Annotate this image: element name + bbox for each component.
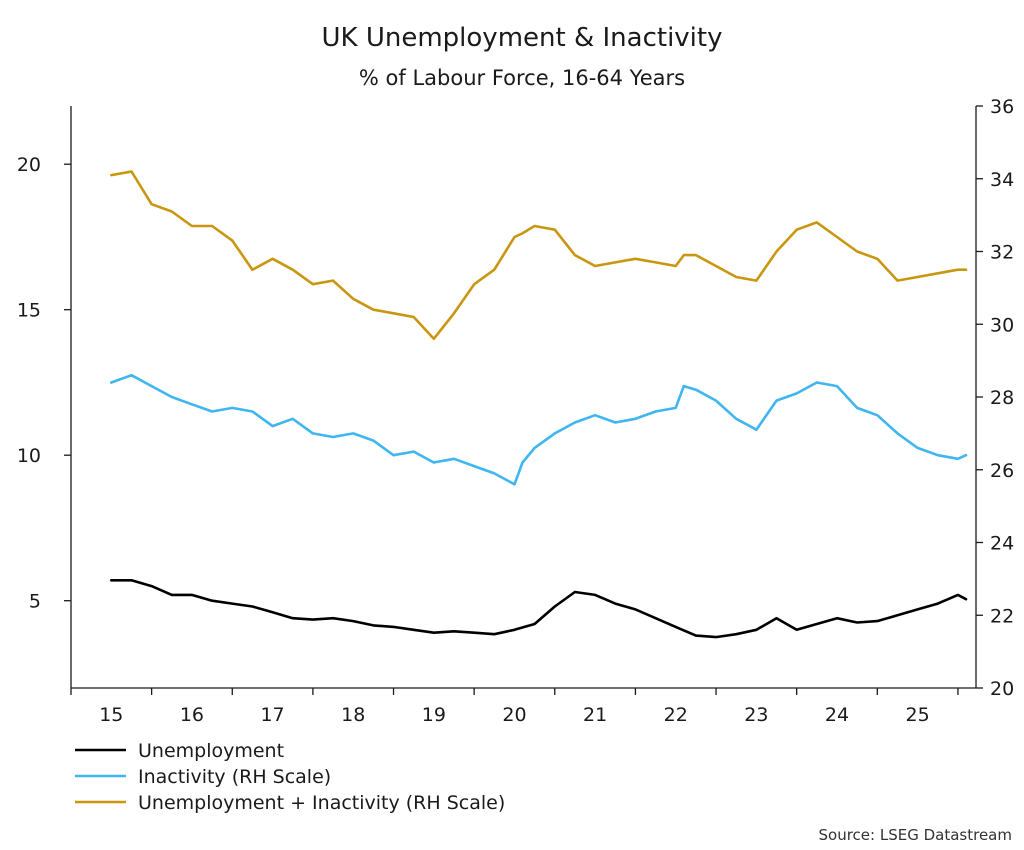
right-tick-label: 34 xyxy=(990,169,1014,191)
x-tick-group: 15 16 17 18 19 20 21 22 23 24 25 xyxy=(70,688,959,726)
legend-label-combined: Unemployment + Inactivity (RH Scale) xyxy=(138,792,505,814)
x-tick-label: 19 xyxy=(422,704,446,726)
right-tick-label: 22 xyxy=(990,605,1014,627)
x-tick-label: 22 xyxy=(664,704,688,726)
x-tick-label: 25 xyxy=(906,704,930,726)
left-tick-label: 20 xyxy=(17,154,41,176)
x-tick-label: 18 xyxy=(341,704,365,726)
left-tick-label: 10 xyxy=(17,445,41,467)
x-tick-label: 24 xyxy=(825,704,849,726)
legend-label-unemployment: Unemployment xyxy=(138,740,284,762)
left-tick-group: 5 10 15 20 xyxy=(17,154,71,613)
x-tick-label: 20 xyxy=(502,704,526,726)
series-line-combined xyxy=(110,170,968,341)
source-note: Source: LSEG Datastream xyxy=(819,826,1012,844)
right-tick-label: 26 xyxy=(990,460,1014,482)
x-tick-label: 17 xyxy=(260,704,284,726)
left-tick-label: 15 xyxy=(17,300,41,322)
x-tick-label: 23 xyxy=(744,704,768,726)
right-tick-label: 36 xyxy=(990,96,1014,118)
legend: Unemployment Inactivity (RH Scale) Unemp… xyxy=(75,740,505,814)
right-tick-label: 24 xyxy=(990,533,1014,555)
series-line-inactivity xyxy=(110,373,968,486)
chart-title: UK Unemployment & Inactivity xyxy=(322,23,723,53)
right-tick-label: 20 xyxy=(990,678,1014,700)
x-tick-label: 16 xyxy=(180,704,204,726)
right-tick-label: 28 xyxy=(990,387,1014,409)
right-tick-group: 20 22 24 26 28 30 32 34 36 xyxy=(976,96,1014,700)
series-layer xyxy=(110,170,968,639)
left-tick-label: 5 xyxy=(29,591,41,613)
x-tick-label: 15 xyxy=(99,704,123,726)
chart-subtitle: % of Labour Force, 16-64 Years xyxy=(359,66,685,90)
series-line-unemployment xyxy=(110,578,968,639)
right-tick-label: 30 xyxy=(990,314,1014,336)
legend-label-inactivity: Inactivity (RH Scale) xyxy=(138,766,331,788)
x-tick-label: 21 xyxy=(583,704,607,726)
right-tick-label: 32 xyxy=(990,242,1014,264)
